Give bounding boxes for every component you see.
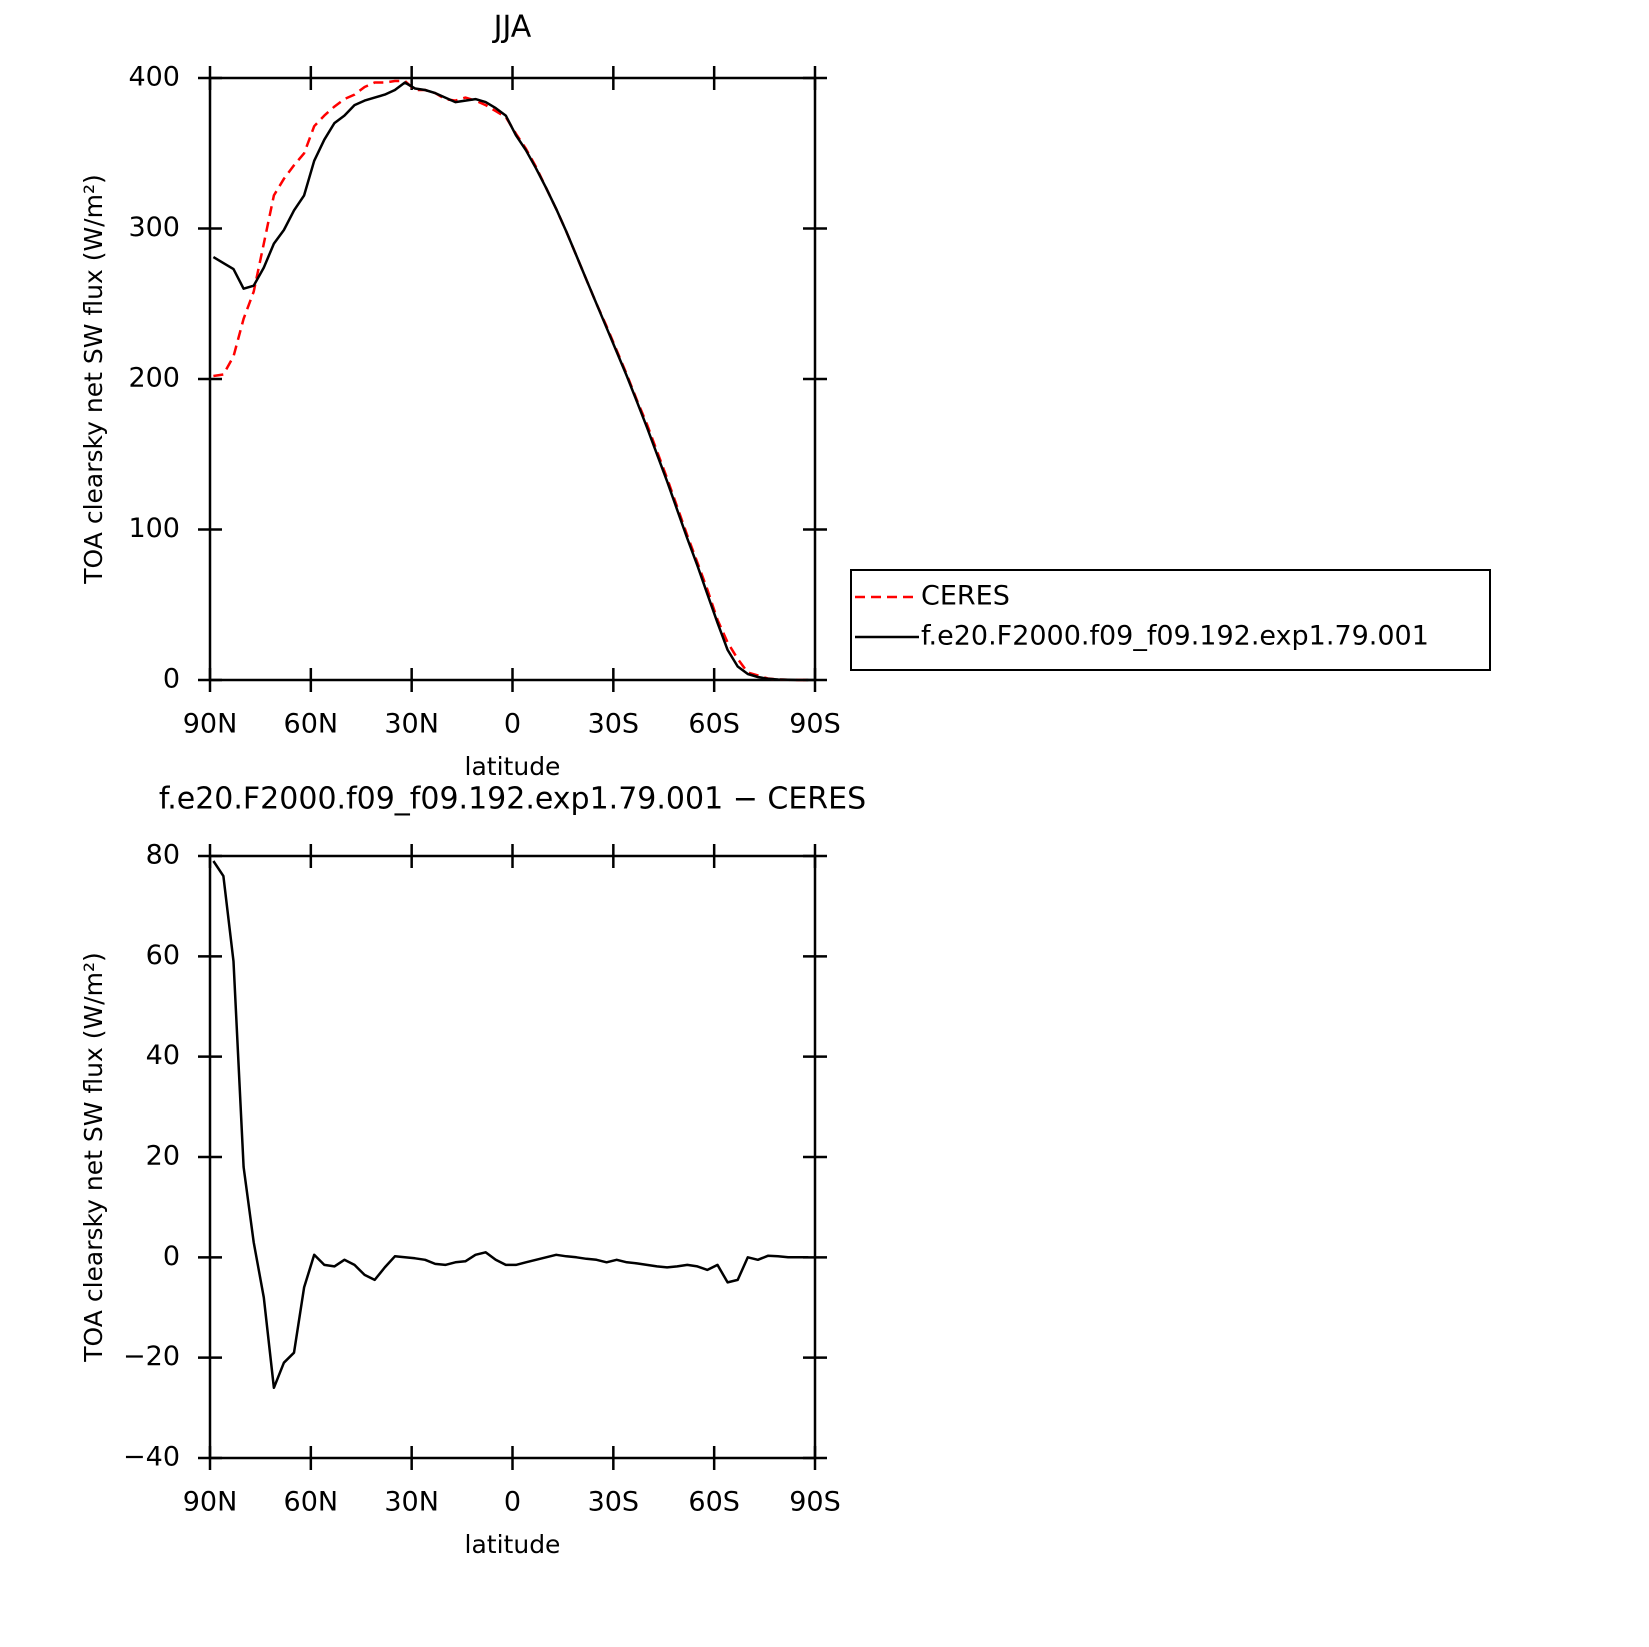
x-tick-label: 90N xyxy=(183,1487,238,1518)
y-tick-label: −20 xyxy=(123,1341,180,1372)
y-tick-label: 200 xyxy=(128,363,180,394)
plot-frame xyxy=(208,854,817,1460)
x-tick-label: 0 xyxy=(504,1487,521,1518)
x-tick-label: 30N xyxy=(384,1487,439,1518)
y-tick-label: 20 xyxy=(146,1141,180,1172)
line-series xyxy=(212,81,809,682)
y-axis-label: TOA clearsky net SW flux (W/m²) xyxy=(79,174,108,584)
y-tick-label: 0 xyxy=(163,1241,180,1272)
x-axis-label: latitude xyxy=(465,752,561,781)
y-tick-label: 100 xyxy=(128,513,180,544)
chart-title: f.e20.F2000.f09_f09.192.exp1.79.001 − CE… xyxy=(159,782,866,817)
x-tick-label: 90S xyxy=(789,1487,841,1518)
y-tick-label: 60 xyxy=(146,940,180,971)
y-tick-label: 300 xyxy=(128,212,180,243)
y-tick-label: 400 xyxy=(128,62,180,93)
x-tick-label: 60S xyxy=(688,1487,740,1518)
y-tick-label: 80 xyxy=(146,840,180,871)
plot-frame xyxy=(208,76,817,682)
x-tick-label: 60N xyxy=(284,1487,339,1518)
y-axis-label: TOA clearsky net SW flux (W/m²) xyxy=(79,952,108,1362)
legend-label: f.e20.F2000.f09_f09.192.exp1.79.001 xyxy=(921,621,1429,652)
line-series xyxy=(213,79,809,682)
x-tick-label: 30S xyxy=(588,1487,640,1518)
chart-title: JJA xyxy=(492,10,532,45)
x-tick-label: 0 xyxy=(504,709,521,740)
x-tick-label: 90S xyxy=(789,709,841,740)
x-axis-label: latitude xyxy=(465,1530,561,1559)
legend-box xyxy=(850,569,1491,671)
x-tick-label: 30N xyxy=(384,709,439,740)
x-tick-label: 30S xyxy=(588,709,640,740)
x-tick-label: 60N xyxy=(284,709,339,740)
y-tick-label: 40 xyxy=(146,1040,180,1071)
y-tick-label: 0 xyxy=(163,664,180,695)
x-tick-label: 90N xyxy=(183,709,238,740)
y-tick-label: −40 xyxy=(123,1442,180,1473)
x-tick-label: 60S xyxy=(688,709,740,740)
legend-label: CERES xyxy=(921,581,1010,612)
line-series xyxy=(212,860,809,1390)
